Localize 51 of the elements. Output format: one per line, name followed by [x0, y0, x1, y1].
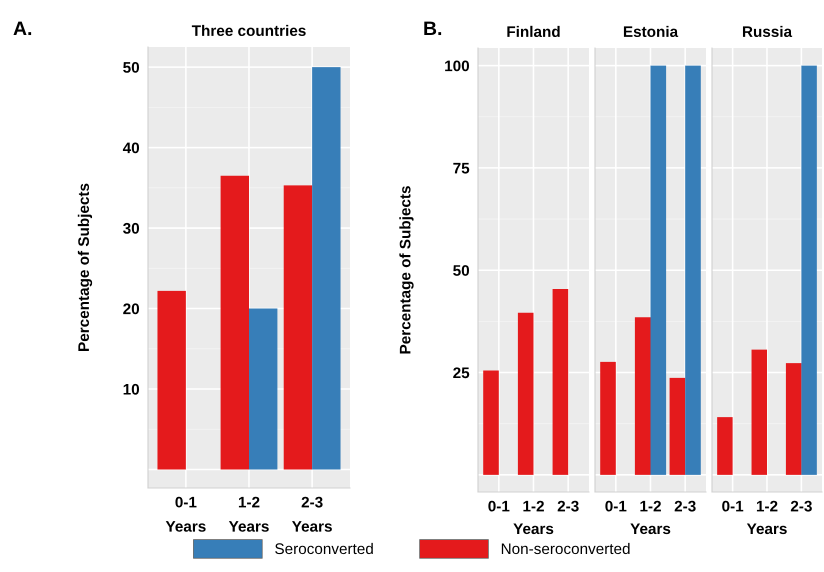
x-axis-title: Years: [513, 523, 554, 534]
x-tick-label: 0-1: [722, 500, 744, 512]
y-tick-label: 100: [445, 60, 470, 72]
y-tick-label: 75: [453, 162, 470, 174]
y-tick-label: 50: [123, 62, 140, 73]
x-tick-label: 2-3: [790, 500, 812, 512]
y-tick-label: 20: [123, 303, 140, 314]
x-tick-label: 2-3: [674, 500, 696, 512]
text: B.: [424, 22, 442, 36]
text: A.: [13, 22, 32, 36]
x-axis-title: Years: [746, 523, 787, 534]
x-tick-label: 0-1 Years: [166, 496, 206, 532]
x-tick-label: 1-2: [640, 500, 661, 512]
y-tick-label: 50: [453, 265, 470, 276]
bar: [600, 362, 616, 475]
chart-title: Finland: [507, 26, 560, 38]
y-tick-label: 30: [123, 222, 140, 234]
bar: [752, 350, 767, 475]
bar: [249, 308, 278, 470]
chart-title: Three countries: [192, 24, 306, 36]
bar: [670, 378, 686, 475]
y-axis-title: Percentage of Subjects: [78, 184, 92, 351]
x-tick-label: 2-3 Years: [292, 496, 332, 532]
x-axis-title: Years: [630, 523, 670, 534]
x-tick-label: 2-3: [558, 500, 579, 512]
x-tick-label: 0-1: [605, 500, 626, 512]
bar: [634, 317, 650, 475]
bar: [157, 290, 186, 470]
bar: [220, 176, 249, 470]
bar: [552, 289, 568, 475]
y-tick-label: 10: [124, 384, 140, 395]
bar: [312, 67, 341, 470]
y-tick-label: 40: [122, 142, 140, 154]
x-tick-label: 1-2: [523, 500, 544, 512]
chart-title: Estonia: [624, 26, 678, 38]
y-tick-label: 25: [453, 367, 470, 378]
bar: [518, 312, 534, 475]
bar: [650, 66, 666, 475]
bar: [284, 185, 312, 470]
bar: [717, 417, 733, 475]
chart-title: Russia: [742, 26, 792, 38]
bar: [685, 66, 701, 475]
bar: [801, 66, 817, 475]
legend-label: Non-seroconverted: [502, 542, 630, 554]
bar: [786, 363, 802, 475]
legend-label: Seroconverted: [275, 542, 373, 554]
y-axis-title: Percentage of Subjects: [399, 186, 414, 354]
x-tick-label: 0-1: [488, 500, 510, 512]
x-tick-label: 1-2 Years: [228, 496, 269, 532]
x-tick-label: 1-2: [756, 500, 778, 512]
bar: [483, 370, 499, 475]
